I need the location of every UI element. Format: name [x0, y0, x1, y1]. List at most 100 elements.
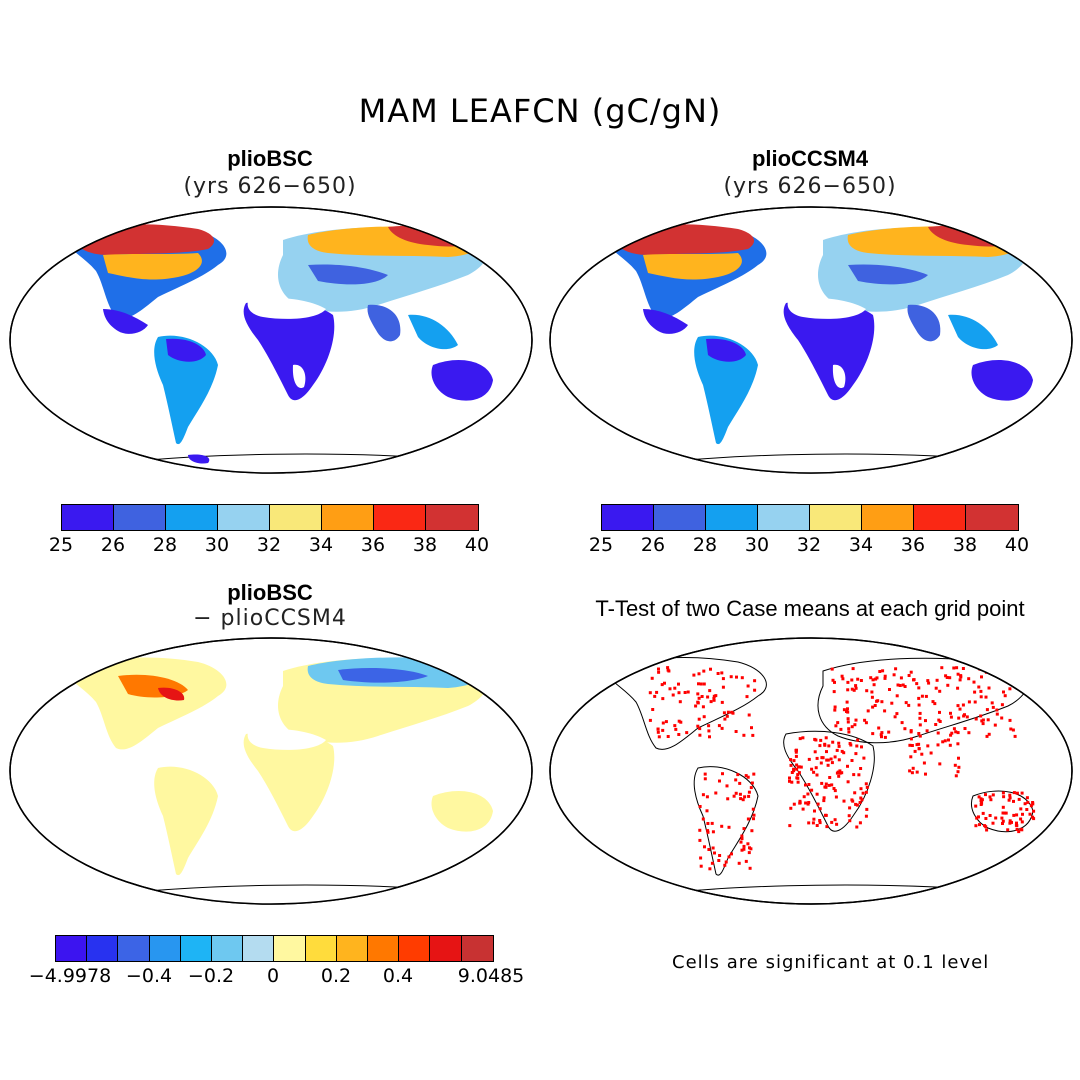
- significance-dot: [954, 730, 958, 734]
- significance-dot: [933, 702, 937, 706]
- significance-dot: [678, 700, 682, 704]
- significance-dot: [677, 719, 681, 723]
- significance-dot: [726, 797, 730, 801]
- significance-dot: [948, 676, 952, 680]
- significance-dot: [845, 710, 848, 713]
- significance-dot: [835, 822, 839, 826]
- significance-dot: [1017, 797, 1021, 801]
- significance-dot: [984, 793, 987, 797]
- colorbar-difference-tick-label: −0.4: [125, 965, 173, 987]
- significance-dot: [912, 678, 915, 682]
- significance-dot: [926, 679, 930, 683]
- significance-dot: [794, 748, 798, 752]
- significance-dot: [864, 790, 868, 794]
- significance-dot: [1012, 791, 1016, 795]
- significance-dot: [828, 776, 832, 779]
- significance-dot: [865, 689, 869, 693]
- significance-dot: [701, 705, 705, 709]
- significance-dot: [789, 758, 793, 762]
- significance-dot: [864, 721, 868, 725]
- significance-dot: [829, 757, 833, 761]
- significance-dot: [798, 737, 802, 741]
- significance-dot: [935, 678, 939, 682]
- significance-dot: [845, 700, 849, 704]
- significance-dot: [831, 678, 835, 682]
- significance-dot: [1013, 678, 1017, 682]
- significance-dot: [934, 686, 938, 690]
- significance-dot: [858, 801, 862, 804]
- significance-dot: [944, 674, 948, 678]
- significance-dot: [823, 785, 827, 789]
- significance-dot: [909, 755, 913, 759]
- significance-dot: [975, 816, 979, 820]
- significance-dot: [833, 680, 836, 684]
- significance-dot: [837, 744, 841, 748]
- significance-dot: [948, 743, 952, 747]
- significance-dot: [880, 700, 884, 704]
- significance-dot: [846, 707, 849, 711]
- significance-dot: [746, 817, 750, 821]
- significance-dot: [1032, 817, 1036, 821]
- significance-dot: [807, 801, 811, 804]
- significance-dot: [991, 793, 995, 797]
- significance-dot: [918, 711, 922, 715]
- significance-dot: [814, 766, 818, 770]
- significance-dot: [958, 678, 962, 682]
- colorbar-plioccsm4-swatch: [706, 505, 758, 530]
- significance-dot: [940, 666, 944, 670]
- significance-dot: [991, 705, 995, 709]
- significance-dot: [846, 764, 849, 768]
- significance-dot: [974, 824, 978, 828]
- significance-dot: [813, 809, 816, 813]
- significance-dot: [718, 854, 722, 857]
- significance-dot: [936, 731, 940, 735]
- panel-3-title: plioBSC: [227, 580, 313, 605]
- significance-dot: [750, 829, 754, 833]
- colorbar-pliobsc-tick-label: 30: [204, 534, 230, 556]
- significance-dot: [799, 765, 803, 769]
- significance-dot: [853, 723, 857, 727]
- significance-dot: [883, 674, 887, 678]
- colorbar-plioccsm4-swatch: [654, 505, 706, 530]
- significance-dot: [1003, 811, 1006, 815]
- significance-dot: [711, 830, 715, 834]
- colorbar-pliobsc-swatch: [270, 505, 322, 530]
- significance-dot: [873, 704, 877, 707]
- significance-dot: [1008, 687, 1012, 691]
- significance-dot: [747, 790, 751, 794]
- significance-dot: [915, 682, 919, 686]
- significance-dot: [907, 703, 911, 707]
- significance-dot: [664, 720, 668, 724]
- significance-dot: [836, 721, 840, 725]
- significance-dot: [917, 742, 921, 746]
- significance-dot: [818, 819, 822, 822]
- colorbar-pliobsc-tick-label: 34: [308, 534, 334, 556]
- significance-dot: [1020, 791, 1024, 795]
- significance-dot: [711, 846, 715, 850]
- significance-dot: [895, 694, 899, 698]
- significance-dot: [1028, 812, 1032, 816]
- significance-dot: [831, 740, 835, 744]
- significance-dot: [703, 845, 706, 849]
- colorbar-difference-tick-label: −0.2: [187, 965, 235, 987]
- significance-dot: [712, 696, 716, 700]
- colorbar-plioccsm4-swatch: [758, 505, 810, 530]
- significance-dot: [990, 701, 994, 705]
- significance-dot: [815, 824, 819, 827]
- significance-dot: [1008, 796, 1012, 800]
- significance-dot: [722, 711, 726, 715]
- significance-dot: [795, 763, 799, 767]
- significance-dot: [846, 688, 850, 692]
- significance-dot: [827, 744, 831, 748]
- significance-dot: [945, 676, 949, 679]
- significance-dot: [1007, 798, 1011, 802]
- significance-dot: [842, 799, 846, 803]
- significance-dot: [742, 844, 746, 848]
- significance-dot: [909, 670, 913, 674]
- significance-dot: [956, 686, 960, 690]
- significance-dot: [900, 721, 904, 725]
- significance-dot: [819, 761, 823, 765]
- significance-dot: [1011, 666, 1015, 670]
- significance-dot: [929, 751, 933, 755]
- significance-dot: [961, 703, 965, 707]
